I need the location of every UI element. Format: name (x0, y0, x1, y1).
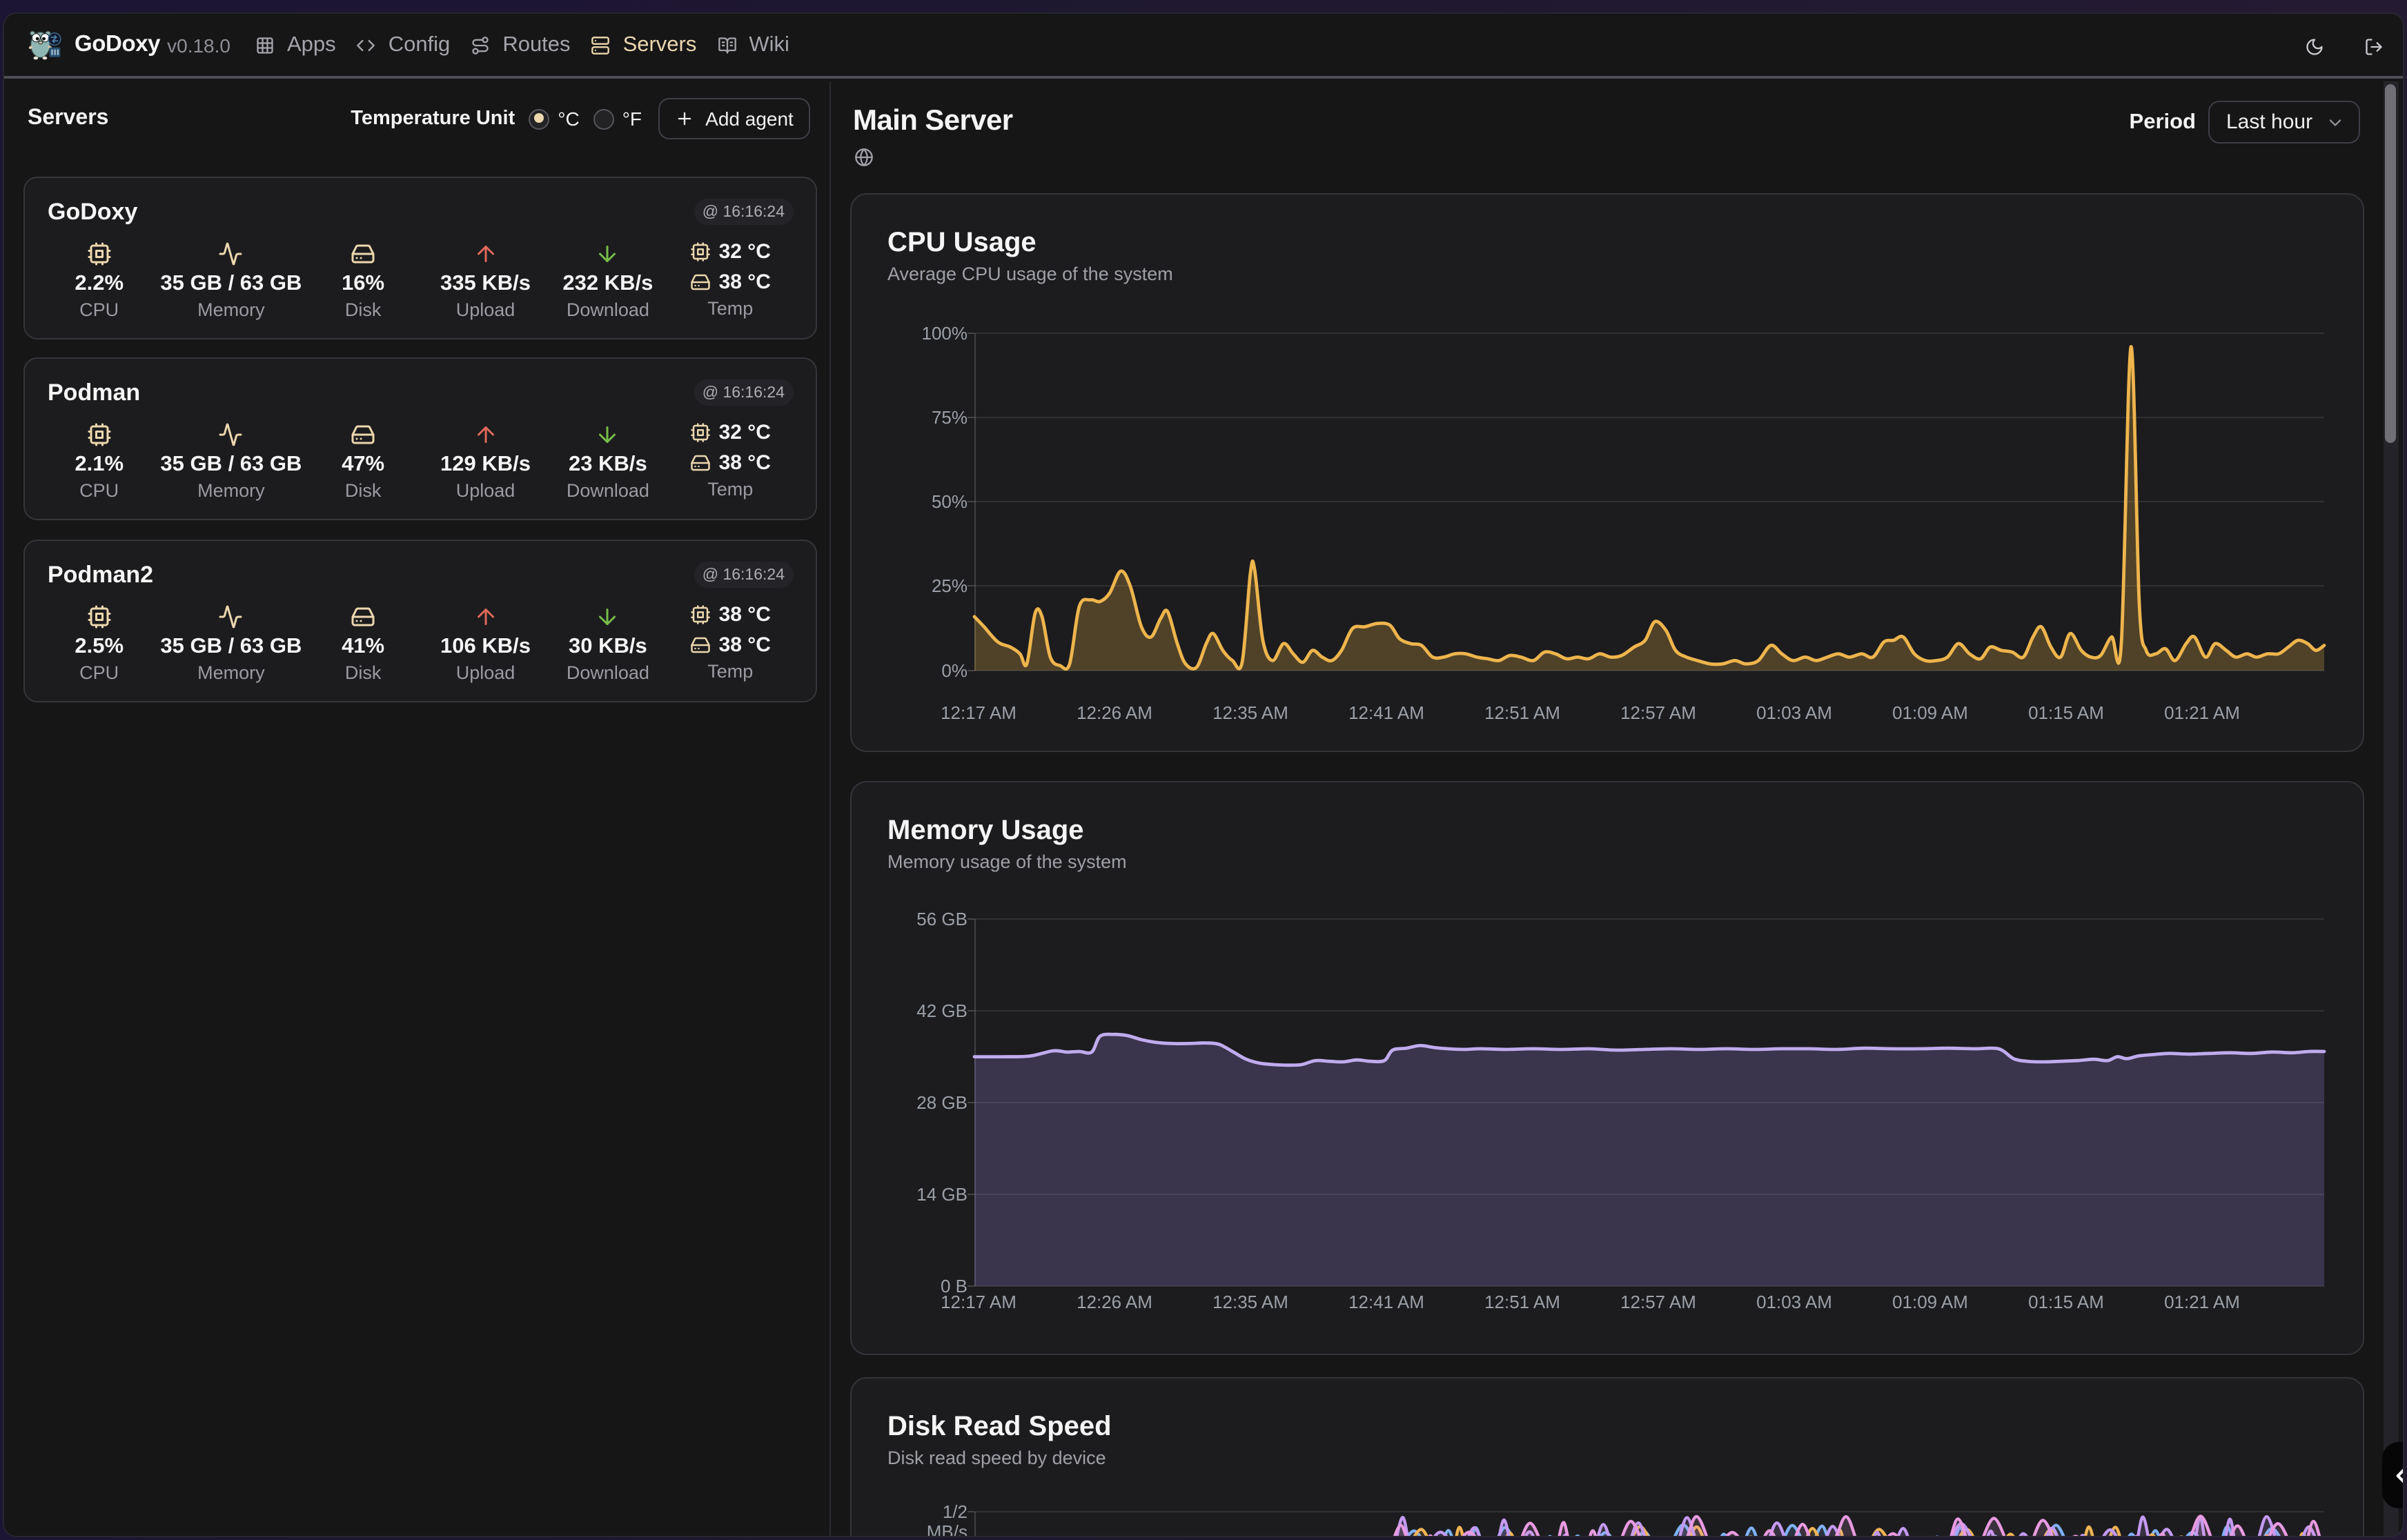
svg-text:12:17 AM: 12:17 AM (941, 1292, 1016, 1312)
svg-text:12:51 AM: 12:51 AM (1484, 702, 1560, 723)
svg-text:12:41 AM: 12:41 AM (1348, 702, 1424, 723)
svg-text:28 GB: 28 GB (916, 1092, 967, 1113)
svg-text:50%: 50% (932, 491, 967, 512)
svg-text:01:21 AM: 01:21 AM (2164, 1292, 2240, 1312)
svg-text:1/2: 1/2 (943, 1501, 967, 1522)
svg-text:01:15 AM: 01:15 AM (2028, 1292, 2104, 1312)
svg-text:42 GB: 42 GB (916, 1000, 967, 1021)
svg-text:01:15 AM: 01:15 AM (2028, 702, 2104, 723)
svg-text:12:35 AM: 12:35 AM (1212, 1292, 1288, 1312)
svg-text:12:57 AM: 12:57 AM (1620, 702, 1696, 723)
svg-text:01:03 AM: 01:03 AM (1756, 1292, 1832, 1312)
svg-text:100%: 100% (922, 323, 968, 344)
svg-text:75%: 75% (932, 407, 967, 428)
svg-text:MB/s: MB/s (927, 1521, 967, 1537)
svg-text:25%: 25% (932, 575, 967, 596)
svg-text:12:41 AM: 12:41 AM (1348, 1292, 1424, 1312)
svg-text:0 B: 0 B (941, 1276, 967, 1296)
svg-text:01:03 AM: 01:03 AM (1756, 702, 1832, 723)
svg-text:12:26 AM: 12:26 AM (1077, 702, 1152, 723)
svg-text:12:35 AM: 12:35 AM (1212, 702, 1288, 723)
svg-text:01:09 AM: 01:09 AM (1892, 702, 1968, 723)
svg-text:12:57 AM: 12:57 AM (1620, 1292, 1696, 1312)
svg-text:12:17 AM: 12:17 AM (941, 702, 1016, 723)
svg-text:0%: 0% (941, 660, 967, 681)
svg-text:12:26 AM: 12:26 AM (1077, 1292, 1152, 1312)
svg-text:14 GB: 14 GB (916, 1184, 967, 1205)
svg-text:12:51 AM: 12:51 AM (1484, 1292, 1560, 1312)
svg-text:56 GB: 56 GB (916, 909, 967, 929)
svg-text:01:21 AM: 01:21 AM (2164, 702, 2240, 723)
svg-text:01:09 AM: 01:09 AM (1892, 1292, 1968, 1312)
